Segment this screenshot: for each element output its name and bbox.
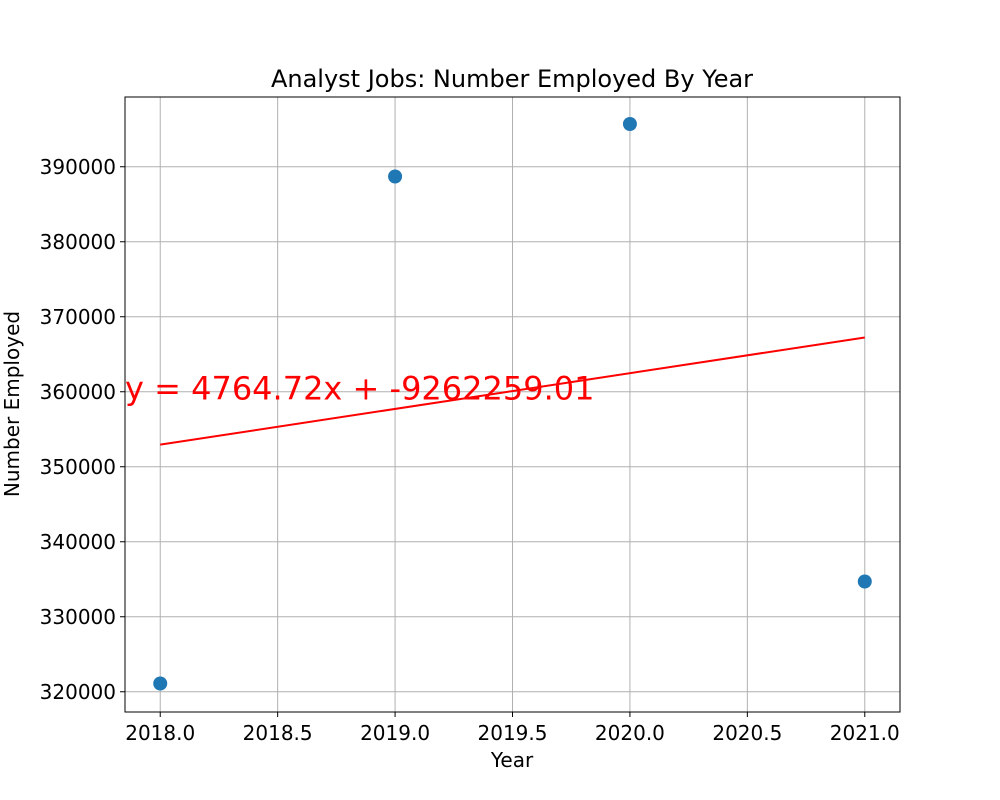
y-tick-label: 330000 — [40, 605, 116, 629]
x-tick-label: 2020.5 — [712, 721, 782, 745]
chart-title: Analyst Jobs: Number Employed By Year — [271, 65, 753, 93]
y-tick-label: 380000 — [40, 230, 116, 254]
x-tick-label: 2018.0 — [125, 721, 195, 745]
data-points — [153, 117, 872, 691]
regression-line — [160, 336, 865, 446]
data-point — [153, 676, 168, 691]
data-point — [622, 117, 637, 131]
data-point — [388, 169, 403, 184]
regression-layer — [160, 336, 865, 446]
y-axis-label: Number Employed — [0, 311, 24, 497]
y-tick-label: 320000 — [40, 680, 116, 704]
x-tick-label: 2019.0 — [360, 721, 430, 745]
x-tick-label: 2020.0 — [595, 721, 665, 745]
x-tick-label: 2018.5 — [243, 721, 313, 745]
y-tick-label: 370000 — [40, 305, 116, 329]
regression-equation: y = 4764.72x + -9262259.01 — [125, 369, 594, 407]
y-tick-label: 350000 — [40, 455, 116, 479]
x-axis-label: Year — [490, 748, 534, 772]
data-point — [857, 574, 872, 589]
x-tick-label: 2019.5 — [478, 721, 548, 745]
x-tick-label: 2021.0 — [830, 721, 900, 745]
y-tick-label: 360000 — [40, 380, 116, 404]
axis-ticks: 2018.0 2018.5 2019.0 2019.5 2020.0 2020.5 2021… — [40, 155, 900, 745]
y-tick-label: 390000 — [40, 155, 116, 179]
y-tick-label: 340000 — [40, 530, 116, 554]
grid-lines — [125, 97, 900, 712]
